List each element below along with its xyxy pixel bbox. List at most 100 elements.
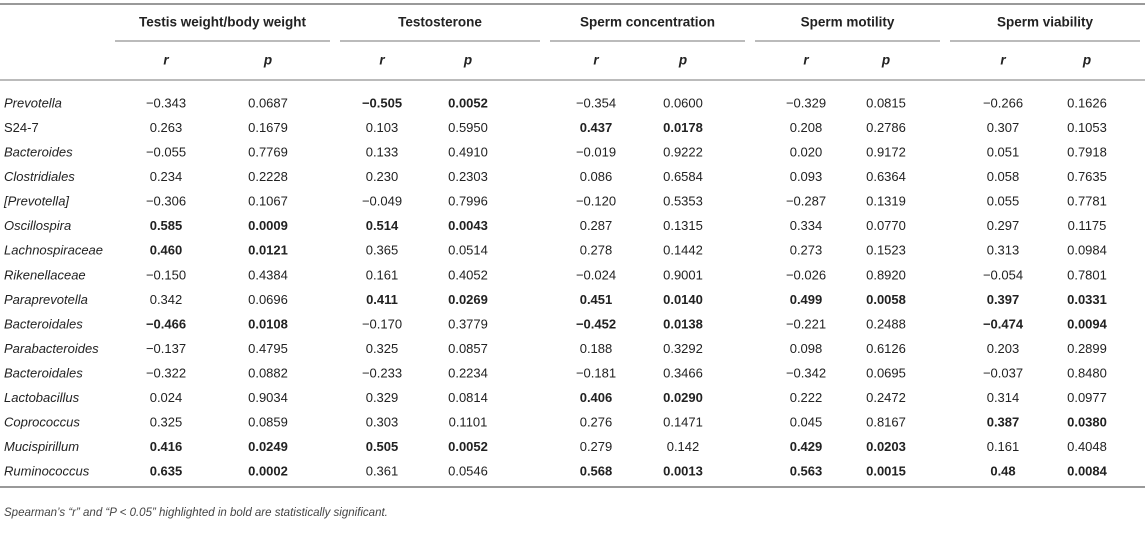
row-label: Ruminococcus [4, 464, 90, 479]
cell: 0.314 [987, 390, 1020, 405]
cell: 0.278 [580, 243, 613, 258]
cell: 0.2786 [866, 120, 906, 135]
cell: 0.568 [580, 464, 613, 479]
cell: 0.7769 [248, 145, 288, 160]
cell: 0.0013 [663, 464, 703, 479]
cell: −0.026 [786, 267, 826, 282]
cell: 0.6126 [866, 341, 906, 356]
cell: 0.6364 [866, 169, 906, 184]
cell: 0.2234 [448, 365, 488, 380]
cell: −0.343 [146, 95, 186, 110]
cell: −0.287 [786, 194, 826, 209]
cell: 0.161 [987, 439, 1020, 454]
cell: −0.505 [362, 95, 402, 110]
row-label: Lactobacillus [4, 390, 80, 405]
cell: 0.273 [790, 243, 823, 258]
cell: 0.0178 [663, 120, 703, 135]
cell: 0.0249 [248, 439, 288, 454]
cell: 0.263 [150, 120, 183, 135]
cell: 0.208 [790, 120, 823, 135]
cell: 0.406 [580, 390, 613, 405]
cell: 0.7996 [448, 194, 488, 209]
cell: 0.9172 [866, 145, 906, 160]
cell: 0.0600 [663, 95, 703, 110]
cell: 0.2488 [866, 316, 906, 331]
cell: 0.0269 [448, 292, 488, 307]
cell: 0.297 [987, 218, 1020, 233]
cell: 0.9001 [663, 267, 703, 282]
cell: 0.329 [366, 390, 399, 405]
sub-header: p [678, 53, 687, 68]
group-header: Testis weight/body weight [139, 15, 307, 30]
cell: 0.0977 [1067, 390, 1107, 405]
cell: 0.8480 [1067, 365, 1107, 380]
sub-header: r [803, 53, 809, 68]
cell: −0.055 [146, 145, 186, 160]
row-label: Bacteroides [4, 145, 73, 160]
cell: 0.0882 [248, 365, 288, 380]
footnote: Spearman’s “r” and “P < 0.05” highlighte… [4, 507, 388, 519]
row-label: Bacteroidales [4, 365, 83, 380]
cell: 0.505 [366, 439, 399, 454]
cell: 0.142 [667, 439, 700, 454]
cell: 0.0094 [1067, 316, 1108, 331]
sub-header: p [463, 53, 472, 68]
cell: −0.221 [786, 316, 826, 331]
cell: 0.045 [790, 415, 823, 430]
cell: 0.098 [790, 341, 823, 356]
cell: 0.133 [366, 145, 399, 160]
cell: 0.7801 [1067, 267, 1107, 282]
row-label: Lachnospiraceae [4, 243, 103, 258]
cell: 0.325 [366, 341, 399, 356]
cell: 0.0058 [866, 292, 906, 307]
cell: 0.4052 [448, 267, 488, 282]
sub-header: r [1000, 53, 1006, 68]
cell: 0.303 [366, 415, 399, 430]
row-label: Rikenellaceae [4, 267, 86, 282]
sub-header: p [263, 53, 272, 68]
cell: 0.5950 [448, 120, 488, 135]
cell: 0.460 [150, 243, 183, 258]
cell: 0.2303 [448, 169, 488, 184]
cell: 0.307 [987, 120, 1020, 135]
cell: 0.086 [580, 169, 613, 184]
cell: −0.054 [983, 267, 1023, 282]
row-label: Parabacteroides [4, 341, 99, 356]
cell: 0.0052 [448, 439, 488, 454]
row-label: Clostridiales [4, 169, 75, 184]
cell: 0.342 [150, 292, 183, 307]
cell: −0.474 [983, 316, 1024, 331]
cell: 0.451 [580, 292, 613, 307]
cell: 0.7918 [1067, 145, 1107, 160]
cell: 0.585 [150, 218, 183, 233]
cell: 0.0514 [448, 243, 488, 258]
cell: 0.2899 [1067, 341, 1107, 356]
cell: 0.4910 [448, 145, 488, 160]
cell: 0.0052 [448, 95, 488, 110]
cell: 0.0770 [866, 218, 906, 233]
group-header: Sperm viability [997, 15, 1094, 30]
cell: −0.120 [576, 194, 616, 209]
cell: −0.354 [576, 95, 616, 110]
cell: 0.1471 [663, 415, 703, 430]
cell: −0.452 [576, 316, 616, 331]
cell: 0.203 [987, 341, 1020, 356]
cell: 0.411 [366, 292, 398, 307]
group-header: Sperm concentration [580, 15, 715, 30]
cell: −0.037 [983, 365, 1023, 380]
sub-header: p [1082, 53, 1091, 68]
cell: 0.8167 [866, 415, 906, 430]
cell: 0.103 [366, 120, 399, 135]
cell: −0.322 [146, 365, 186, 380]
sub-header: r [379, 53, 385, 68]
cell: 0.334 [790, 218, 823, 233]
row-label: Coprococcus [4, 415, 80, 430]
cell: 0.188 [580, 341, 613, 356]
cell: 0.0002 [248, 464, 288, 479]
cell: 0.230 [366, 169, 399, 184]
cell: −0.181 [576, 365, 616, 380]
cell: 0.1523 [866, 243, 906, 258]
cell: 0.0546 [448, 464, 488, 479]
cell: 0.4384 [248, 267, 288, 282]
cell: −0.170 [362, 316, 402, 331]
